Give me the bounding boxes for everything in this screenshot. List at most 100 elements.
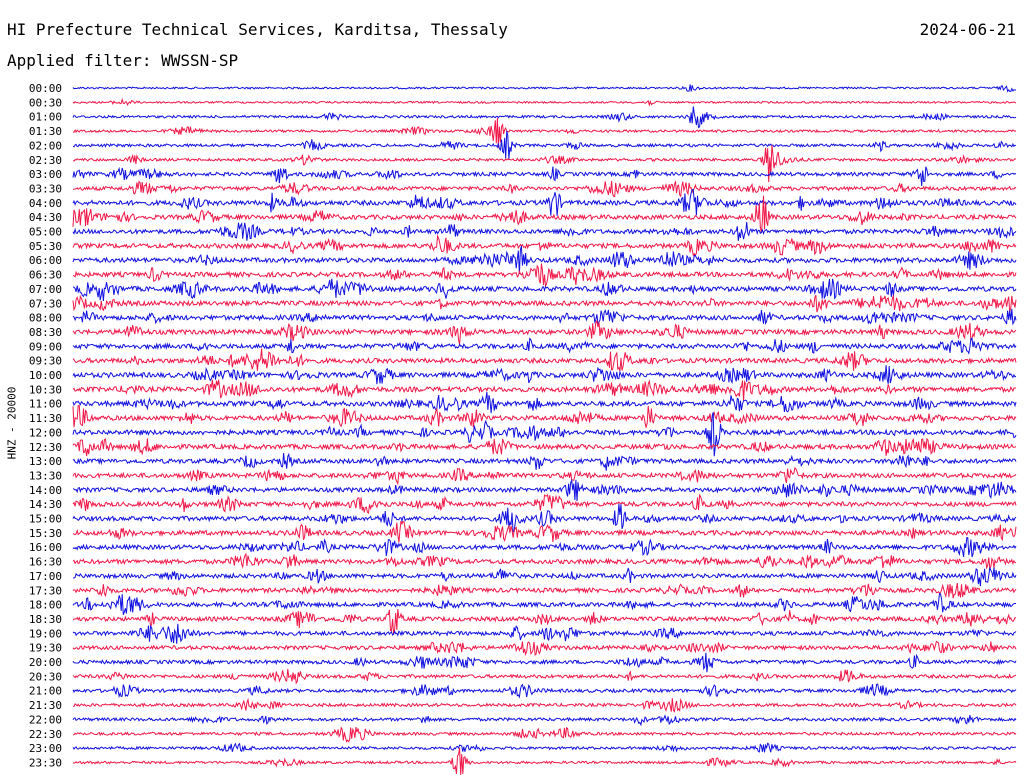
time-label-1930: 19:30	[29, 642, 62, 655]
trace-1730	[72, 583, 1017, 599]
trace-0100	[72, 106, 1017, 129]
traces	[72, 84, 1017, 775]
trace-1600	[72, 537, 1017, 558]
time-label-1400: 14:00	[29, 484, 62, 497]
trace-0730	[72, 294, 1017, 313]
time-label-0400: 04:00	[29, 197, 62, 210]
trace-2130	[72, 697, 1017, 713]
trace-1930	[72, 640, 1017, 657]
time-label-1300: 13:00	[29, 455, 62, 468]
trace-0130	[72, 117, 1017, 148]
time-label-0230: 02:30	[29, 154, 62, 167]
time-label-1430: 14:30	[29, 498, 62, 511]
trace-1330	[72, 467, 1017, 486]
time-label-2230: 22:30	[29, 728, 62, 741]
trace-0000	[72, 84, 1017, 93]
trace-2030	[72, 669, 1017, 685]
trace-0200	[72, 130, 1017, 159]
time-label-0330: 03:30	[29, 182, 62, 195]
time-label-0930: 09:30	[29, 355, 62, 368]
trace-1000	[72, 365, 1017, 385]
time-label-0530: 05:30	[29, 240, 62, 253]
trace-0930	[72, 348, 1017, 372]
trace-1400	[72, 478, 1017, 502]
trace-1800	[72, 592, 1016, 615]
time-label-1130: 11:30	[29, 412, 62, 425]
time-label-2130: 21:30	[29, 699, 62, 712]
time-label-0700: 07:00	[29, 283, 62, 296]
time-label-0500: 05:00	[29, 226, 62, 239]
trace-1230	[72, 437, 1017, 457]
time-label-1600: 16:00	[29, 541, 62, 554]
time-label-1700: 17:00	[29, 570, 62, 583]
time-label-0630: 06:30	[29, 269, 62, 282]
time-label-1500: 15:00	[29, 513, 62, 526]
time-label-2300: 23:00	[29, 742, 62, 755]
time-label-1900: 19:00	[29, 627, 62, 640]
trace-0900	[72, 337, 1017, 355]
trace-1500	[72, 503, 1017, 533]
time-label-0900: 09:00	[29, 340, 62, 353]
time-label-0830: 08:30	[29, 326, 62, 339]
trace-0500	[72, 222, 1017, 241]
time-label-0430: 04:30	[29, 211, 62, 224]
trace-0830	[72, 319, 1017, 345]
time-label-0030: 00:30	[29, 96, 62, 109]
time-label-1230: 12:30	[29, 441, 62, 454]
station-title: HI Prefecture Technical Services, Kardit…	[7, 20, 508, 39]
time-label-0130: 01:30	[29, 125, 62, 138]
trace-1430	[72, 493, 1017, 514]
time-label-0100: 01:00	[29, 111, 62, 124]
trace-0630	[72, 263, 1017, 288]
record-date: 2024-06-21	[919, 20, 1016, 39]
time-label-1800: 18:00	[29, 599, 62, 612]
trace-1700	[73, 567, 1017, 587]
trace-1630	[72, 552, 1017, 571]
time-label-1630: 16:30	[29, 556, 62, 569]
trace-0530	[72, 234, 1017, 257]
time-label-1000: 10:00	[29, 369, 62, 382]
time-label-0000: 00:00	[29, 82, 62, 95]
time-label-0200: 02:00	[29, 139, 62, 152]
time-label-2200: 22:00	[29, 713, 62, 726]
trace-0030	[72, 97, 1017, 107]
time-label-0730: 07:30	[29, 297, 62, 310]
trace-0800	[72, 308, 1017, 326]
trace-1200	[72, 412, 1017, 457]
trace-1830	[72, 608, 1016, 635]
time-label-0300: 03:00	[29, 168, 62, 181]
trace-0300	[72, 166, 1017, 186]
trace-2200	[72, 714, 1017, 727]
time-label-0800: 08:00	[29, 312, 62, 325]
trace-1130	[72, 405, 1017, 428]
trace-2330	[72, 747, 1017, 775]
time-label-1830: 18:30	[29, 613, 62, 626]
time-label-1030: 10:30	[29, 383, 62, 396]
trace-2230	[72, 726, 1017, 743]
time-label-0600: 06:00	[29, 254, 62, 267]
trace-2100	[72, 683, 1017, 699]
time-label-2100: 21:00	[29, 685, 62, 698]
filter-label: Applied filter: WWSSN-SP	[7, 51, 239, 70]
time-label-1730: 17:30	[29, 584, 62, 597]
trace-0330	[72, 180, 1017, 198]
trace-0430	[72, 195, 1017, 234]
trace-0600	[72, 246, 1017, 275]
trace-1300	[72, 452, 1017, 471]
trace-2300	[72, 742, 1017, 753]
time-label-2330: 23:30	[29, 756, 62, 769]
trace-1530	[72, 520, 1017, 543]
trace-1030	[72, 379, 1017, 401]
trace-0700	[72, 278, 1017, 301]
trace-1900	[72, 623, 1017, 644]
time-label-2000: 20:00	[29, 656, 62, 669]
time-label-1330: 13:30	[29, 469, 62, 482]
trace-1100	[72, 391, 1017, 414]
trace-0230	[72, 144, 1017, 183]
time-label-1200: 12:00	[29, 426, 62, 439]
time-label-1100: 11:00	[29, 398, 62, 411]
time-label-2030: 20:30	[29, 670, 62, 683]
trace-0400	[72, 189, 1017, 216]
